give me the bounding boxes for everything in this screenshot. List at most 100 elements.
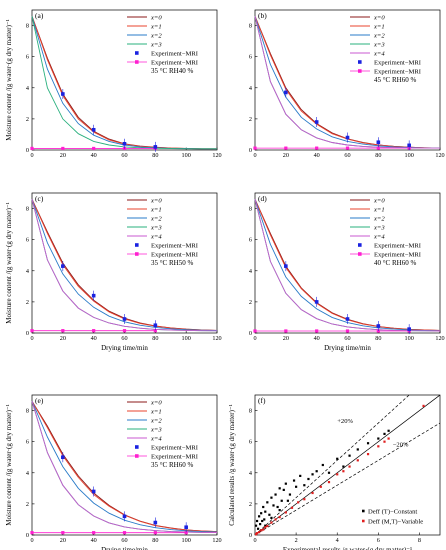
- y-tick-label: 4: [26, 268, 29, 275]
- y-axis-label: Moisture content /(g water·(g dry matter…: [5, 19, 13, 140]
- legend-label: x=1: [150, 23, 162, 30]
- scatter-point: [348, 465, 351, 468]
- scatter-point: [274, 493, 277, 496]
- x-tick-label: 120: [435, 335, 444, 342]
- x-axis-label: Drying time/min: [101, 546, 148, 550]
- exp-mri-blue-point: [314, 300, 319, 304]
- exp-mri-blue-point: [153, 145, 158, 149]
- y-tick-label: 4: [26, 470, 29, 477]
- scatter-point: [266, 501, 269, 504]
- scatter-point: [286, 499, 289, 502]
- exp-mri-blue-point: [91, 293, 96, 298]
- scatter-point: [295, 485, 298, 488]
- scatter-point: [261, 519, 264, 523]
- scatter-point: [284, 482, 287, 485]
- scatter-point: [288, 493, 292, 496]
- exp-mri-magenta-point: [284, 146, 288, 150]
- y-tick-label: 8: [249, 408, 252, 415]
- series-line-x-1: [31, 16, 217, 150]
- legend-label: Experiment−MRI: [374, 68, 421, 75]
- legend-marker: [358, 69, 362, 73]
- legend-label: x=1: [150, 206, 162, 213]
- legend-label: x=3: [150, 426, 162, 433]
- x-tick-label: 2: [295, 537, 298, 544]
- x-tick-label: 60: [344, 335, 350, 342]
- panel-c: 0 20 40 60 80 100 120 0 2 4 6 8 (c) Drying time/min Mo…: [5, 192, 222, 352]
- y-tick-label: 8: [249, 206, 252, 213]
- y-tick-label: 6: [26, 439, 29, 446]
- exp-mri-magenta-point: [345, 146, 350, 150]
- x-tick-label: 120: [212, 335, 221, 342]
- y-tick-label: 0: [249, 147, 252, 154]
- y-tick-label: 6: [26, 237, 29, 244]
- legend-label: x=0: [150, 399, 162, 406]
- scatter-point: [278, 516, 281, 519]
- scatter-point: [280, 499, 283, 502]
- scatter-point: [255, 532, 259, 535]
- legend-label: Deff (T)−Constant: [368, 508, 417, 515]
- exp-mri-blue-point: [91, 489, 96, 494]
- scatter-point: [260, 512, 263, 515]
- y-tick-label: 2: [26, 116, 29, 123]
- y-tick-label: 2: [26, 501, 29, 508]
- scatter-point: [303, 498, 306, 501]
- exp-mri-magenta-point: [253, 329, 257, 333]
- legend-label: Experiment−MRI: [151, 242, 198, 249]
- x-tick-label: 20: [283, 335, 289, 342]
- exp-mri-blue-point: [407, 143, 411, 148]
- scatter-point: [336, 457, 339, 460]
- x-tick-label: 40: [91, 537, 97, 544]
- exp-mri-blue-point: [345, 317, 350, 321]
- y-tick-label: 4: [26, 85, 29, 92]
- scatter-point: [377, 437, 380, 440]
- x-tick-label: 100: [182, 537, 191, 544]
- series-line-x-3: [31, 16, 217, 150]
- exp-mri-magenta-point: [376, 146, 380, 150]
- x-tick-label: 60: [121, 335, 127, 342]
- exp-mri-magenta-point: [30, 329, 34, 333]
- scatter-point: [282, 488, 285, 491]
- x-tick-label: 20: [60, 537, 66, 544]
- panel-label: (a): [35, 11, 44, 20]
- x-tick-label: 40: [314, 335, 320, 342]
- scatter-point: [264, 526, 267, 529]
- scatter-point: [342, 470, 345, 473]
- exp-mri-magenta-point: [30, 146, 34, 151]
- legend-label: x=4: [150, 435, 162, 442]
- x-tick-label: 120: [212, 537, 221, 544]
- scatter-point: [260, 529, 263, 532]
- scatter-point: [266, 524, 269, 528]
- panel-label: (d): [258, 194, 267, 203]
- scatter-point: [270, 496, 273, 499]
- exp-mri-blue-point: [153, 520, 158, 525]
- scatter-point: [278, 509, 281, 512]
- legend-label: x=2: [150, 417, 162, 424]
- y-tick-label: 2: [249, 116, 252, 123]
- exp-mri-magenta-point: [122, 329, 127, 333]
- scatter-point: [297, 501, 300, 504]
- exp-mri-blue-point: [407, 327, 411, 331]
- exp-mri-magenta-point: [284, 329, 288, 333]
- scatter-point: [276, 505, 279, 509]
- exp-mri-magenta-point: [184, 531, 188, 535]
- scatter-point: [327, 471, 331, 474]
- exp-mri-magenta-point: [61, 146, 65, 151]
- x-tick-label: 0: [30, 335, 33, 342]
- legend-marker: [135, 445, 139, 449]
- exp-mri-magenta-point: [153, 329, 157, 333]
- scatter-point: [278, 487, 281, 490]
- y-tick-label: 8: [26, 23, 29, 30]
- scatter-point: [315, 470, 318, 473]
- scatter-point: [422, 404, 425, 407]
- x-tick-label: 80: [375, 152, 381, 159]
- x-tick-label: 120: [435, 152, 444, 159]
- y-tick-label: 6: [26, 54, 29, 61]
- x-tick-label: 6: [377, 537, 380, 544]
- scatter-point: [299, 474, 302, 477]
- x-tick-label: 100: [405, 152, 414, 159]
- legend-label: x=3: [150, 224, 162, 231]
- exp-mri-magenta-point: [92, 146, 96, 151]
- scatter-point: [387, 437, 390, 440]
- plot-frame: [254, 394, 441, 536]
- scatter-point: [255, 519, 259, 523]
